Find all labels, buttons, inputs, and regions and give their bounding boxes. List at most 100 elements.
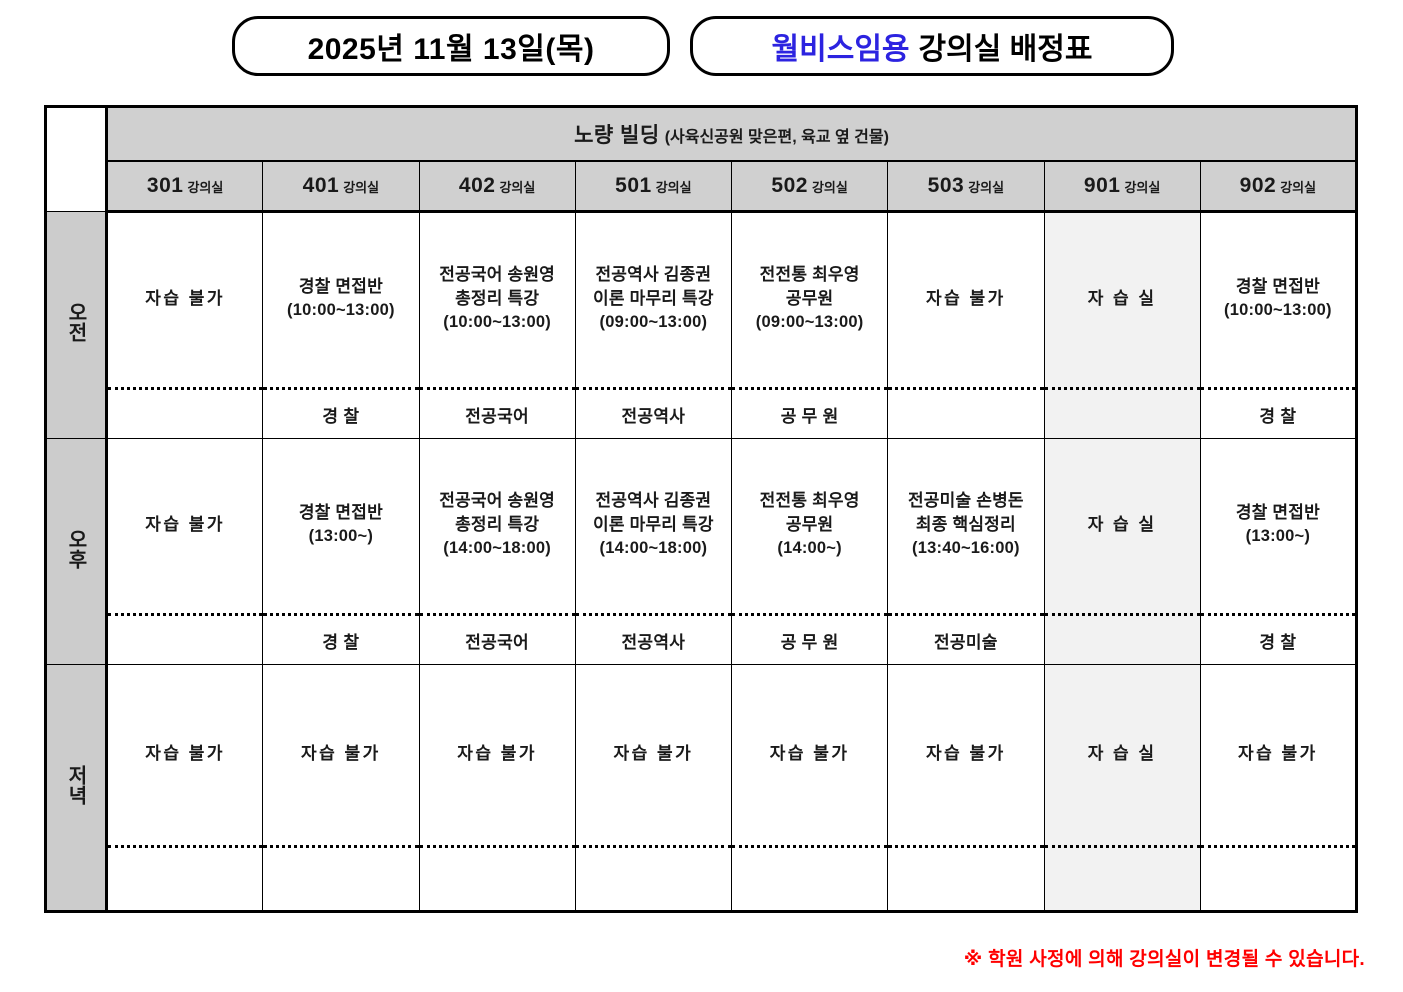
period-label-text: 오후: [64, 528, 87, 569]
slot-time: (13:00~): [308, 527, 374, 546]
slot-subject-footer: 전공역사: [621, 406, 686, 426]
room-suffix-label: 강의실: [343, 180, 380, 195]
slot-main: 경찰 면접반 (10:00~13:00): [1200, 213, 1355, 390]
slot-오후-902[interactable]: 경찰 면접반 (13:00~) 경 찰: [1199, 438, 1358, 665]
period-label-text: 저녁: [64, 764, 87, 805]
slot-저녁-402[interactable]: 자습 불가: [418, 664, 576, 912]
period-label-text: 오전: [64, 302, 87, 342]
slot-inner: 전공역사 김종권 이론 마무리 특강 (09:00~13:00) 전공역사: [575, 213, 731, 438]
slot-subject-footer: [732, 848, 887, 910]
slot-저녁-501[interactable]: 자습 불가: [574, 664, 733, 912]
slot-inner: 자습 불가: [108, 665, 263, 910]
room-header-503: 503 강의실: [887, 160, 1045, 213]
period-label-오전: 오전: [45, 211, 108, 439]
slot-inner: 자습 불가: [1200, 665, 1355, 910]
corner-cell: [45, 106, 108, 212]
room-suffix-label: 강의실: [811, 180, 848, 195]
slot-오전-503[interactable]: 자습 불가: [887, 211, 1045, 439]
slot-subject-footer: [576, 848, 731, 910]
slot-time: (09:00~13:00): [599, 313, 708, 332]
table-body: 오전 자습 불가 경찰 면접반 (10:00~13:00) 경 찰 전공국어 송원영 총정리…: [45, 211, 1358, 912]
room-header-502: 502 강의실: [730, 160, 889, 213]
room-header-402: 402 강의실: [418, 160, 576, 213]
change-notice-footnote: ※ 학원 사정에 의해 강의실이 변경될 수 있습니다.: [963, 949, 1365, 970]
room-header-301: 301 강의실: [105, 160, 264, 213]
slot-inner: 자습 불가: [888, 213, 1044, 438]
slot-inner: 자습 불가: [575, 665, 731, 910]
slot-main: 자 습 실: [1044, 213, 1200, 390]
slot-subject-footer: 경 찰: [322, 406, 360, 426]
slot-오전-401[interactable]: 경찰 면접반 (10:00~13:00) 경 찰: [262, 211, 420, 439]
slot-inner: 경찰 면접반 (10:00~13:00) 경 찰: [1200, 213, 1355, 438]
slot-title: 전공국어 송원영: [439, 265, 556, 285]
slot-subject-footer: [888, 390, 1043, 438]
slot-subject-footer: [1045, 616, 1200, 664]
slot-time: (14:00~18:00): [443, 539, 551, 558]
room-header-501: 501 강의실: [574, 160, 733, 213]
slot-title: 자습 불가: [145, 288, 226, 308]
schedule-row-저녁: 저녁 자습 불가 자습 불가 자습 불가 자습 불가 자습 불가 자습 불가 자 습 실 자습 …: [45, 664, 1358, 912]
building-location-note: (사육신공원 맞은편, 육교 옆 건물): [664, 129, 889, 146]
slot-오후-901[interactable]: 자 습 실: [1043, 438, 1201, 665]
slot-main: 자습 불가: [888, 665, 1044, 848]
slot-time: (14:00~): [777, 539, 842, 558]
slot-subject-footer: 경 찰: [1259, 632, 1297, 652]
slot-오전-901[interactable]: 자 습 실: [1043, 211, 1201, 439]
slot-오전-402[interactable]: 전공국어 송원영 총정리 특강 (10:00~13:00) 전공국어: [418, 211, 576, 439]
slot-time: (13:40~16:00): [912, 539, 1020, 558]
slot-time: (10:00~13:00): [287, 301, 395, 320]
slot-inner: 자습 불가: [263, 665, 419, 910]
slot-title: 자습 불가: [925, 743, 1006, 763]
slot-inner: 자습 불가: [108, 213, 263, 438]
slot-저녁-301[interactable]: 자습 불가: [105, 664, 264, 912]
slot-time: (14:00~18:00): [599, 539, 708, 558]
slot-inner: 자습 불가: [108, 439, 263, 664]
slot-main: 자습 불가: [888, 213, 1044, 390]
slot-오전-501[interactable]: 전공역사 김종권 이론 마무리 특강 (09:00~13:00) 전공역사: [574, 211, 733, 439]
slot-저녁-503[interactable]: 자습 불가: [887, 664, 1045, 912]
room-number: 503: [927, 174, 965, 197]
slot-저녁-502[interactable]: 자습 불가: [730, 664, 889, 912]
slot-title: 전전통 최우영: [759, 265, 860, 285]
slot-main: 자습 불가: [575, 665, 731, 848]
slot-subject-footer: 공 무 원: [780, 632, 839, 652]
room-number: 901: [1083, 174, 1121, 197]
slot-subject-footer: 전공국어: [465, 406, 529, 426]
building-name: 노량 빌딩: [574, 124, 660, 147]
slot-오후-301[interactable]: 자습 불가: [105, 438, 264, 665]
slot-title: 전공미술 손병돈: [907, 491, 1024, 511]
slot-subtitle: 공무원: [785, 515, 834, 535]
slot-main: 전공국어 송원영 총정리 특강 (10:00~13:00): [419, 213, 575, 390]
slot-inner: 자 습 실: [1044, 439, 1200, 664]
slot-저녁-902[interactable]: 자습 불가: [1199, 664, 1358, 912]
room-number: 501: [615, 174, 652, 197]
slot-subtitle: 최종 핵심정리: [915, 515, 1016, 535]
slot-오후-502[interactable]: 전전통 최우영 공무원 (14:00~) 공 무 원: [730, 438, 889, 665]
slot-title: 자습 불가: [457, 743, 538, 763]
slot-main: 전전통 최우영 공무원 (14:00~): [732, 439, 888, 616]
slot-subject-footer: 공 무 원: [780, 406, 839, 426]
slot-main: 자습 불가: [1200, 665, 1355, 848]
slot-오전-902[interactable]: 경찰 면접반 (10:00~13:00) 경 찰: [1199, 211, 1358, 439]
slot-main: 자습 불가: [108, 665, 263, 848]
slot-오전-301[interactable]: 자습 불가: [105, 211, 264, 439]
slot-subject-footer: [1045, 848, 1200, 910]
room-suffix-label: 강의실: [499, 180, 536, 195]
slot-오후-503[interactable]: 전공미술 손병돈 최종 핵심정리 (13:40~16:00) 전공미술: [887, 438, 1045, 665]
slot-저녁-401[interactable]: 자습 불가: [262, 664, 420, 912]
room-suffix-label: 강의실: [1124, 180, 1161, 195]
slot-inner: 자 습 실: [1044, 665, 1200, 910]
slot-subject-footer: [420, 848, 575, 910]
classroom-schedule-table: 노량 빌딩 (사육신공원 맞은편, 육교 옆 건물) 301 강의실 401 강의실 40…: [44, 105, 1358, 913]
slot-inner: 전공국어 송원영 총정리 특강 (10:00~13:00) 전공국어: [419, 213, 575, 438]
slot-저녁-901[interactable]: 자 습 실: [1043, 664, 1201, 912]
slot-title: 전공역사 김종권: [595, 491, 712, 511]
slot-오후-402[interactable]: 전공국어 송원영 총정리 특강 (14:00~18:00) 전공국어: [418, 438, 576, 665]
room-suffix-label: 강의실: [1280, 180, 1317, 195]
slot-subtitle: 이론 마무리 특강: [593, 289, 714, 309]
slot-오후-401[interactable]: 경찰 면접반 (13:00~) 경 찰: [262, 438, 420, 665]
slot-subject-footer: [108, 848, 262, 910]
slot-오전-502[interactable]: 전전통 최우영 공무원 (09:00~13:00) 공 무 원: [730, 211, 889, 439]
slot-오후-501[interactable]: 전공역사 김종권 이론 마무리 특강 (14:00~18:00) 전공역사: [574, 438, 733, 665]
slot-inner: 전공역사 김종권 이론 마무리 특강 (14:00~18:00) 전공역사: [575, 439, 731, 664]
